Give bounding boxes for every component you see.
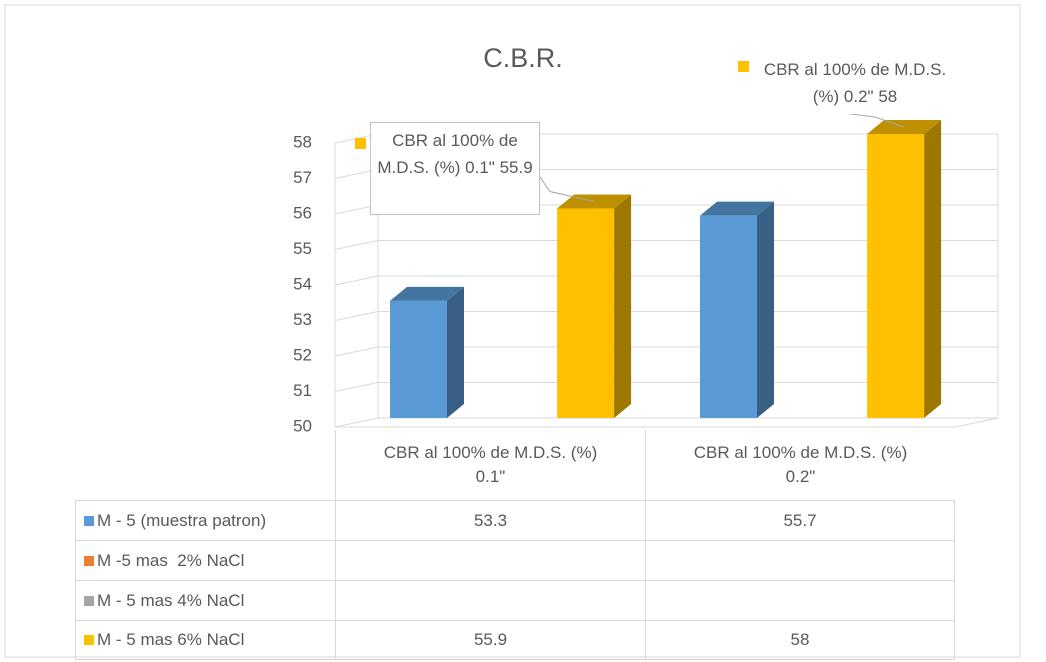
bar xyxy=(700,215,757,418)
table-legend-cell: M - 5 (muestra patron) xyxy=(75,500,335,540)
chart-title: C.B.R. xyxy=(483,43,563,73)
legend-label: M -5 mas 2% NaCl xyxy=(97,550,245,570)
bar-side xyxy=(447,286,464,418)
table-cell xyxy=(645,540,955,580)
y-tick-label: 55 xyxy=(293,239,312,258)
table-cell xyxy=(645,580,955,620)
y-tick-label: 52 xyxy=(293,345,312,364)
legend-label: M - 5 mas 4% NaCl xyxy=(97,590,245,610)
y-tick-label: 58 xyxy=(293,132,312,151)
grid-line xyxy=(334,346,379,357)
y-tick-label: 56 xyxy=(293,203,312,222)
y-tick-label: 51 xyxy=(293,381,312,400)
bar xyxy=(390,300,447,418)
floor-edge xyxy=(954,417,999,428)
callout-category: CBR al 100% de M.D.S. (%) 0.2" xyxy=(763,60,947,106)
callout: CBR al 100% de M.D.S. (%) 0.1" 55.9 xyxy=(370,122,540,215)
callout-key xyxy=(355,138,366,149)
callout-category: CBR al 100% de M.D.S. (%) 0.1" xyxy=(377,131,518,177)
table-legend-cell: M -5 mas 2% NaCl xyxy=(75,540,335,580)
bar xyxy=(867,134,925,418)
bar-top xyxy=(390,286,464,301)
callout-value: 58 xyxy=(878,87,898,106)
chart-border xyxy=(4,4,1021,658)
grid-line xyxy=(334,382,379,392)
table-cell xyxy=(335,580,645,620)
callout: CBR al 100% de M.D.S. (%) 0.2" 58 xyxy=(755,52,955,114)
bar-side xyxy=(614,194,632,418)
y-tick-label: 53 xyxy=(293,310,312,329)
table-header: CBR al 100% de M.D.S. (%) 0.2" xyxy=(645,430,955,500)
legend-key xyxy=(84,555,94,566)
grid-line xyxy=(334,240,379,250)
callout-value: 55.9 xyxy=(499,158,533,177)
legend-key xyxy=(84,515,94,526)
callout-leader xyxy=(534,169,595,203)
legend-label: M - 5 (muestra patron) xyxy=(97,510,267,530)
y-tick-label: 50 xyxy=(293,416,312,435)
table-header: CBR al 100% de M.D.S. (%) 0.1" xyxy=(335,430,645,500)
callout-key xyxy=(738,61,749,72)
y-tick-label: 57 xyxy=(293,168,312,187)
grid-line xyxy=(334,311,379,321)
table-cell: 55.9 xyxy=(335,620,645,660)
grid-line xyxy=(334,275,379,286)
bar-side xyxy=(924,120,942,418)
bar-side xyxy=(757,201,774,418)
table-cell xyxy=(335,540,645,580)
legend-key xyxy=(84,595,94,606)
bar xyxy=(557,208,615,418)
table-legend-cell: M - 5 mas 4% NaCl xyxy=(75,580,335,620)
table-cell: 58 xyxy=(645,620,955,660)
table-cell: 55.7 xyxy=(645,500,955,540)
bar-top xyxy=(700,201,774,216)
grid-line xyxy=(334,417,379,428)
table-cell: 53.3 xyxy=(335,500,645,540)
table-legend-cell: M - 5 mas 6% NaCl xyxy=(75,620,335,660)
legend-key xyxy=(84,635,94,645)
legend-label: M - 5 mas 6% NaCl xyxy=(97,630,245,649)
y-tick-label: 54 xyxy=(293,274,312,293)
